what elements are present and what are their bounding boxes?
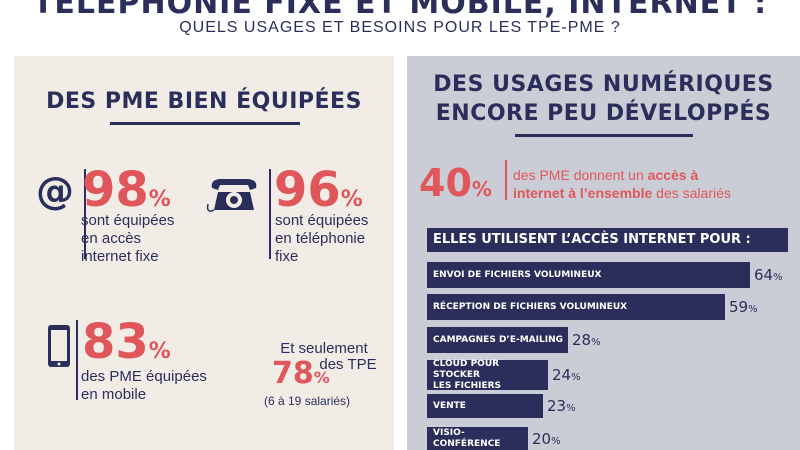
usage-bar-label: CAMPAGNES D’E-MAILING xyxy=(433,334,563,345)
usage-bar-label: RÉCEPTION DE FICHIERS VOLUMINEUX xyxy=(433,301,628,312)
stat-internet-value: 98% xyxy=(82,162,171,218)
equipment-heading: DES PME BIEN ÉQUIPÉES xyxy=(46,89,362,114)
stat-mobile-label: des PME équipées en mobile xyxy=(81,368,207,403)
mobile-icon xyxy=(48,325,70,367)
highlight-value: 40% xyxy=(419,161,492,205)
stat-tpe-value: 78% xyxy=(272,356,330,391)
stat-internet-label: sont équipées en accès internet fixe xyxy=(81,212,175,265)
usage-bar: CAMPAGNES D’E-MAILING xyxy=(427,327,568,353)
usage-bar-value: 59% xyxy=(729,298,758,316)
usage-panel: DES USAGES NUMÉRIQUES ENCORE PEU DÉVELOP… xyxy=(407,56,800,450)
highlight-divider xyxy=(505,160,507,200)
at-icon: @ xyxy=(36,169,74,213)
usage-bar: VENTE xyxy=(427,394,543,418)
usage-bar: CLOUD POUR STOCKER LES FICHIERS xyxy=(427,358,548,391)
usage-bar-label: CLOUD POUR STOCKER LES FICHIERS xyxy=(433,358,502,391)
phone-icon xyxy=(206,179,257,212)
usage-bar-label: VENTE xyxy=(433,400,466,411)
tpe-intro: Et seulement des TPE xyxy=(280,340,377,373)
usage-bar-value: 20% xyxy=(532,430,561,448)
usage-bar-value: 28% xyxy=(572,331,601,349)
page-subtitle: QUELS USAGES ET BESOINS POUR LES TPE-PME… xyxy=(179,19,621,36)
usage-bar: RÉCEPTION DE FICHIERS VOLUMINEUX xyxy=(427,294,725,320)
usage-chart-title: ELLES UTILISENT L’ACCÈS INTERNET POUR : xyxy=(427,228,788,252)
usage-bar: ENVOI DE FICHIERS VOLUMINEUX xyxy=(427,262,750,288)
usage-bar-label: VISIO-CONFÉRENCE xyxy=(433,428,501,449)
tpe-note: (6 à 19 salariés) xyxy=(264,394,351,408)
stat-divider xyxy=(269,169,271,259)
heading-underline xyxy=(110,122,300,125)
stat-mobile-value: 83% xyxy=(82,314,171,370)
page-title: TÉLÉPHONIE FIXE ET MOBILE, INTERNET : xyxy=(32,0,768,21)
stat-fixed-phone-value: 96% xyxy=(274,162,363,218)
heading-underline xyxy=(515,134,693,137)
usage-bar-value: 24% xyxy=(552,366,581,384)
usage-bar-label: ENVOI DE FICHIERS VOLUMINEUX xyxy=(433,269,602,280)
stat-divider xyxy=(76,320,78,400)
usage-bar: VISIO-CONFÉRENCE xyxy=(427,427,528,450)
usage-bar-value: 23% xyxy=(547,397,576,415)
stat-divider xyxy=(84,169,86,259)
stat-fixed-phone-label: sont équipées en téléphonie fixe xyxy=(275,212,369,265)
highlight-text: des PME donnent un accès à internet à l’… xyxy=(513,167,731,201)
usage-bar-value: 64% xyxy=(754,266,783,284)
usage-heading: DES USAGES NUMÉRIQUES ENCORE PEU DÉVELOP… xyxy=(433,72,774,126)
equipment-panel: DES PME BIEN ÉQUIPÉES @ 98% sont équipée… xyxy=(14,56,394,450)
